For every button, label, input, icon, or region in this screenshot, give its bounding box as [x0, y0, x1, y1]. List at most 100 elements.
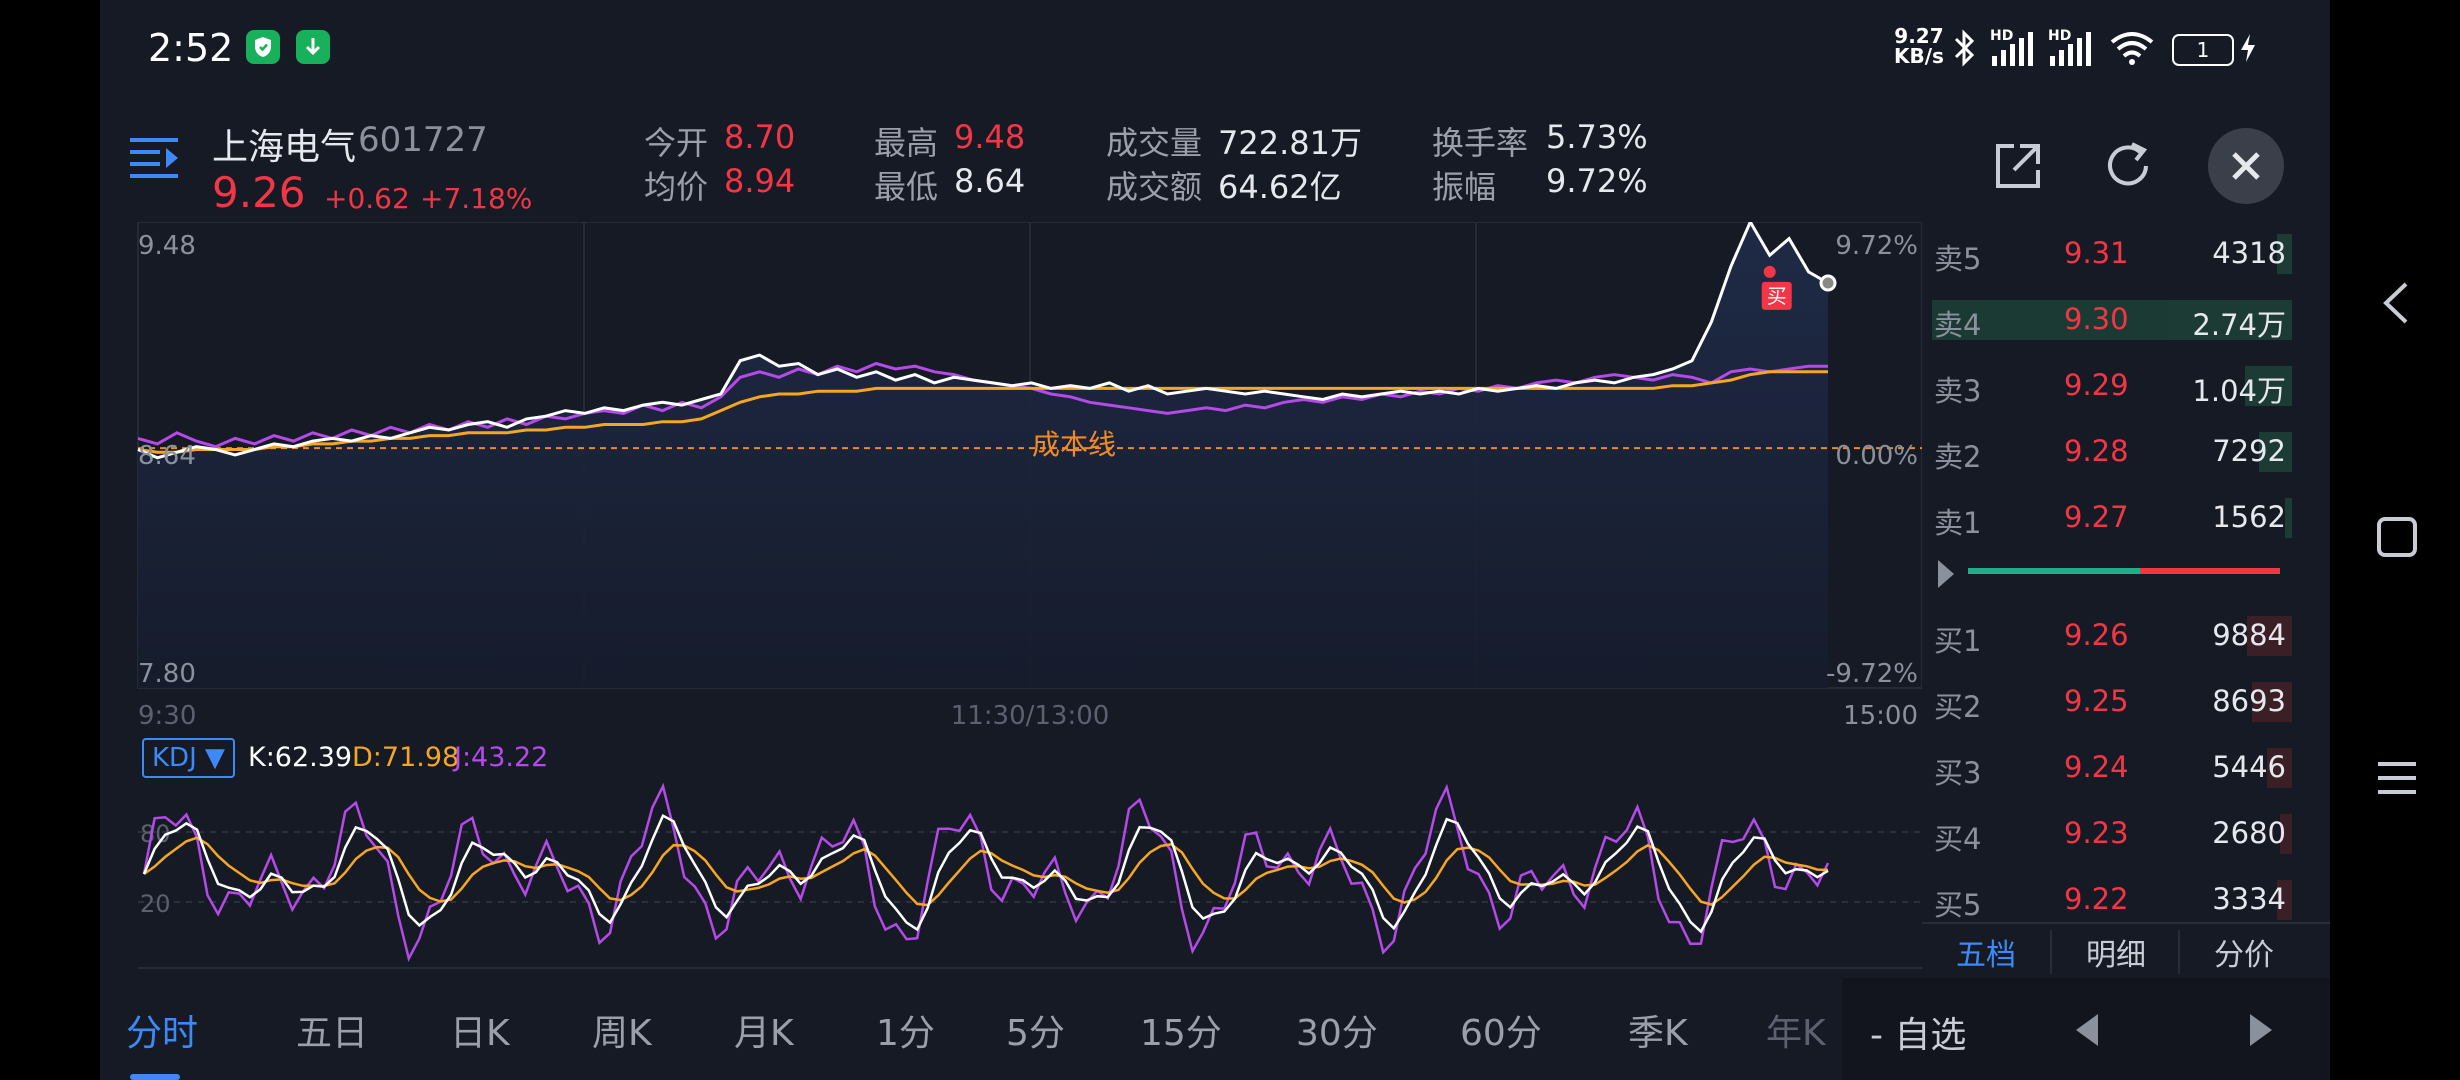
volume-bar: [2284, 498, 2292, 538]
close-button[interactable]: [2208, 128, 2284, 204]
volume-value: 722.81万: [1218, 124, 1362, 162]
ask-label: 卖3: [1934, 374, 1982, 408]
bid-row[interactable]: 买3 9.24 5446: [1922, 748, 2330, 792]
tab-period-10[interactable]: 季K: [1628, 1013, 1688, 1054]
tab-period-8[interactable]: 30分: [1296, 1013, 1378, 1054]
high-value: 9.48: [954, 118, 1026, 156]
kdj-j-value: J:43.22: [454, 742, 549, 773]
bluetooth-icon: [1952, 28, 1978, 72]
watchlist-button[interactable]: - 自选: [1870, 1015, 1967, 1056]
avg-value: 8.94: [724, 162, 796, 200]
intraday-chart[interactable]: 买 9.48 8.64 7.80 9.72% 0.00% -9.72% 成本线 …: [100, 222, 1922, 730]
back-icon[interactable]: [2376, 278, 2416, 332]
ask-row[interactable]: 卖4 9.30 2.74万: [1922, 300, 2330, 344]
tab-period-6[interactable]: 5分: [1006, 1013, 1065, 1054]
kdj-k-line: [142, 813, 1829, 934]
orderbook-tabs: 五档 明细 分价: [1922, 922, 2330, 974]
close-icon: [2232, 152, 2260, 180]
y-tick-mid: 8.64: [138, 441, 196, 471]
tab-period-5[interactable]: 1分: [876, 1013, 935, 1054]
kdj-chart[interactable]: 80 20: [100, 780, 1922, 970]
buy-marker-text: 买: [1767, 284, 1787, 308]
tab-details[interactable]: 明细: [2050, 930, 2180, 974]
bid-row[interactable]: 买5 9.22 3334: [1922, 880, 2330, 924]
ask-volume: 4318: [2212, 236, 2286, 270]
buy-dot: [1763, 265, 1776, 278]
tab-period-2[interactable]: 日K: [450, 1013, 510, 1054]
y-tick-high: 9.48: [138, 231, 196, 261]
active-tab-indicator: [130, 1074, 180, 1080]
low-label: 最低: [874, 168, 939, 206]
ask-row[interactable]: 卖5 9.31 4318: [1922, 234, 2330, 278]
bid-label: 买5: [1934, 888, 1982, 922]
tab-period-0[interactable]: 分时: [126, 1013, 199, 1054]
tab-period-3[interactable]: 周K: [592, 1013, 652, 1054]
price-change: +0.62: [324, 182, 410, 215]
bid-label: 买1: [1934, 624, 1982, 658]
indicator-selector[interactable]: KDJ ▼: [142, 738, 235, 778]
signal-icon-1: HD: [1988, 28, 2038, 72]
turnover-value: 5.73%: [1546, 118, 1648, 156]
price-line: [137, 222, 1829, 460]
bid-volume: 3334: [2212, 882, 2286, 916]
ask-row[interactable]: 卖2 9.28 7292: [1922, 432, 2330, 476]
tab-period-11[interactable]: 年K: [1766, 1013, 1826, 1054]
tab-period-7[interactable]: 15分: [1140, 1013, 1222, 1054]
volume-bar: [2277, 234, 2292, 274]
bid-row[interactable]: 买2 9.25 8693: [1922, 682, 2330, 726]
volume-bar: [2277, 880, 2292, 920]
home-icon[interactable]: [2376, 516, 2418, 562]
menu-icon[interactable]: [128, 132, 180, 188]
price-area: [138, 222, 1828, 688]
ask-label: 卖2: [1934, 440, 1982, 474]
ask-label: 卖5: [1934, 242, 1982, 276]
ask-price: 9.30: [2064, 302, 2129, 336]
x-tick-mid: 11:30/13:00: [951, 701, 1110, 730]
ask-volume: 1.04万: [2192, 374, 2286, 408]
price-change-pct: +7.18%: [420, 182, 533, 215]
ask-row[interactable]: 卖1 9.27 1562: [1922, 498, 2330, 542]
tab-five-levels[interactable]: 五档: [1956, 938, 2016, 973]
recents-icon[interactable]: [2376, 758, 2418, 802]
volume-bar: [2267, 748, 2292, 788]
pct-tick-low: -9.72%: [1826, 659, 1918, 689]
tab-period-1[interactable]: 五日: [296, 1013, 369, 1054]
amplitude-label: 振幅: [1432, 168, 1497, 206]
bid-volume: 2680: [2212, 816, 2286, 850]
x-tick-start: 9:30: [138, 701, 196, 730]
signal-icon-2: HD: [2046, 28, 2096, 72]
tab-period-9[interactable]: 60分: [1460, 1013, 1542, 1054]
volume-bar: [2244, 366, 2292, 406]
ask-row[interactable]: 卖3 9.29 1.04万: [1922, 366, 2330, 410]
next-stock-icon[interactable]: [2246, 1010, 2276, 1054]
refresh-icon[interactable]: [2100, 138, 2156, 198]
net-speed: 9.27 KB/s: [1894, 24, 1944, 68]
share-icon[interactable]: [1990, 138, 2046, 198]
ratio-green: [1968, 568, 2140, 574]
ask-label: 卖1: [1934, 506, 1982, 540]
open-label: 今开: [644, 124, 709, 162]
bid-volume: 8693: [2212, 684, 2286, 718]
orderbook: 卖5 9.31 4318 卖4 9.30 2.74万 卖3 9.29 1.04万 卖2 9.28 72…: [1922, 222, 2330, 974]
ask-price: 9.28: [2064, 434, 2129, 468]
ask-label: 卖4: [1934, 308, 1982, 342]
stock-code: 601727: [358, 120, 488, 160]
bid-price: 9.24: [2064, 750, 2129, 784]
kdj-k-value: K:62.39: [248, 742, 353, 773]
prev-stock-icon[interactable]: [2072, 1010, 2102, 1054]
wifi-icon: [2108, 30, 2156, 70]
bid-row[interactable]: 买1 9.26 9884: [1922, 616, 2330, 660]
bid-ask-ratio-bar: [1968, 568, 2280, 574]
bid-row[interactable]: 买4 9.23 2680: [1922, 814, 2330, 858]
ask-price: 9.31: [2064, 236, 2129, 270]
last-price: 9.26: [212, 168, 306, 217]
expand-arrow-icon[interactable]: [1936, 556, 1958, 596]
tab-price-distribution[interactable]: 分价: [2178, 930, 2308, 974]
download-icon: [296, 30, 330, 64]
open-value: 8.70: [724, 118, 796, 156]
last-price-dot: [1819, 274, 1837, 292]
shield-icon: [246, 30, 280, 64]
bid-price: 9.22: [2064, 882, 2129, 916]
tab-period-4[interactable]: 月K: [734, 1013, 794, 1054]
bid-volume: 9884: [2212, 618, 2286, 652]
